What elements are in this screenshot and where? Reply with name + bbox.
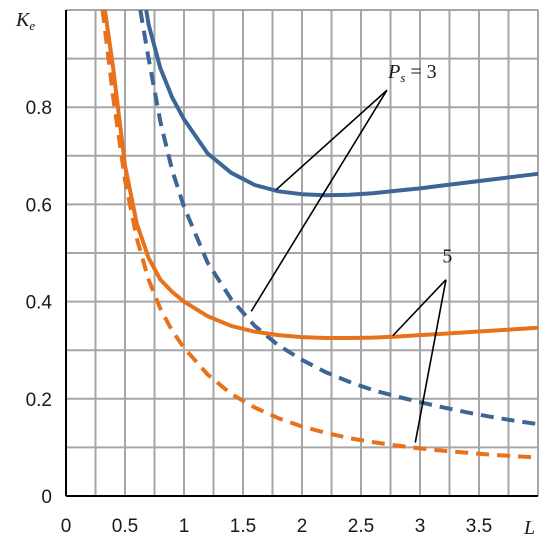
annotations: Ps = 3 5 [250,61,452,443]
x-tick-label: 1.5 [230,516,256,537]
y-tick-label: 0.6 [26,195,52,216]
y-tick-label: 0.4 [26,293,53,314]
y-axis-label: Ke [15,9,35,33]
series-line-ps3_solid [144,9,539,198]
series-line-ps5_dashed [100,9,539,460]
series-line-ps3_dashed [138,9,539,427]
x-axis-label: L [523,517,535,539]
annotation-leader-ps5 [392,279,447,337]
x-tick-label: 3.5 [466,516,492,537]
annotation-leader-ps5 [414,279,447,443]
annotation-leader-ps3 [275,89,388,191]
axes [65,10,538,497]
x-tick-label: 1 [179,516,190,537]
annotation-leader-ps3 [250,89,388,312]
x-tick-label: 0.5 [112,516,138,537]
grid [66,9,539,496]
x-tick-label: 3 [415,516,426,537]
x-tick-label: 2 [297,516,308,537]
tick-labels: 0 0.5 1 1.5 2 2.5 3 3.5 0 0.2 0.4 0.6 0.8 [26,98,493,537]
series-line-ps5_solid [102,9,539,340]
y-tick-label: 0.8 [26,98,52,119]
annotation-label-ps3: Ps = 3 [387,61,437,85]
y-tick-label: 0 [41,487,52,508]
x-tick-label: 2.5 [348,516,374,537]
series-group [100,9,539,460]
x-tick-label: 0 [61,516,72,537]
y-tick-label: 0.2 [26,390,52,411]
annotation-label-ps5: 5 [442,246,452,268]
